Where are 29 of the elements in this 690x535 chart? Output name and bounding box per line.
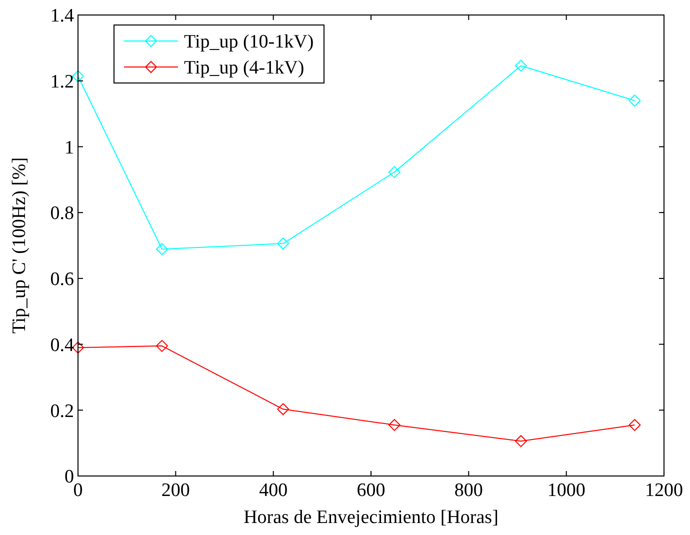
y-tick-label: 0 xyxy=(64,466,74,488)
point xyxy=(156,243,168,256)
point xyxy=(388,166,400,178)
y-tick-label: 0.8 xyxy=(50,203,74,224)
y-axis-title: Tip_up C' (100Hz) [%] xyxy=(9,157,30,334)
point xyxy=(514,60,527,72)
x-tick-label: 200 xyxy=(161,480,190,501)
x-axis-title: Horas de Envejecimiento [Horas] xyxy=(244,507,498,528)
point xyxy=(514,435,527,448)
y-tick-label: 0.4 xyxy=(50,334,74,356)
y-tick-label: 1.2 xyxy=(50,72,74,93)
point xyxy=(388,418,400,431)
legend-label: Tip_up (4-1kV) xyxy=(184,58,304,79)
point xyxy=(628,418,641,431)
point xyxy=(628,94,641,107)
point xyxy=(156,340,168,352)
point xyxy=(277,403,290,416)
x-tick-label: 400 xyxy=(259,480,288,501)
y-tick-label: 1.4 xyxy=(50,6,74,27)
point xyxy=(72,70,84,82)
x-tick-label: 1200 xyxy=(645,480,683,501)
legend-label: Tip_up (10-1kV) xyxy=(184,32,314,53)
x-tick-label: 600 xyxy=(356,480,386,501)
y-tick-label: 1 xyxy=(64,137,74,158)
y-tick-label: 0.2 xyxy=(50,400,74,422)
y-tick-label: 0.6 xyxy=(50,269,74,290)
x-tick-label: 1000 xyxy=(547,480,586,501)
point xyxy=(277,238,290,250)
x-tick-label: 800 xyxy=(454,480,483,501)
